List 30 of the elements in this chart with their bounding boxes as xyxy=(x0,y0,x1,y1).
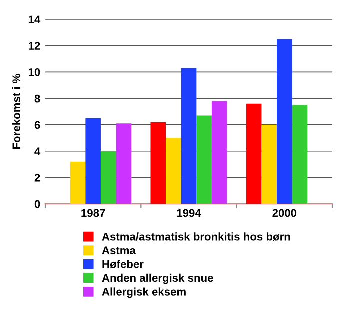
x-tick-label: 2000 xyxy=(272,209,297,218)
y-tick-label: 12 xyxy=(28,42,40,50)
legend-label: Anden allergisk snue xyxy=(102,274,214,284)
y-tick-label: 8 xyxy=(34,94,40,103)
y-axis-title: Forekomst i % xyxy=(12,74,21,150)
bar xyxy=(150,122,166,204)
bar xyxy=(70,162,86,204)
bar xyxy=(292,105,308,204)
bar xyxy=(86,118,101,204)
bar xyxy=(116,124,132,204)
bar xyxy=(262,124,278,204)
legend-label: Astma/astmatisk bronkitis hos børn xyxy=(102,232,290,241)
y-tick-label: 2 xyxy=(34,174,40,182)
legend-label: Astma xyxy=(102,246,136,255)
y-tick-label: 0 xyxy=(34,200,40,208)
bar xyxy=(181,68,197,204)
legend-label: Allergisk eksem xyxy=(102,288,186,298)
bar xyxy=(100,151,116,204)
x-tick-label: 1987 xyxy=(82,209,106,218)
y-tick-label: 10 xyxy=(28,68,40,76)
x-tick-label: 1994 xyxy=(177,209,202,218)
bar xyxy=(212,101,228,204)
y-tick-label: 14 xyxy=(28,16,41,24)
bar xyxy=(166,138,182,204)
y-tick-label: 4 xyxy=(34,148,41,156)
bar xyxy=(246,104,262,204)
bar xyxy=(196,116,212,204)
y-tick-label: 6 xyxy=(34,121,40,130)
bar xyxy=(277,39,292,204)
legend-label: Høfeber xyxy=(102,260,144,268)
